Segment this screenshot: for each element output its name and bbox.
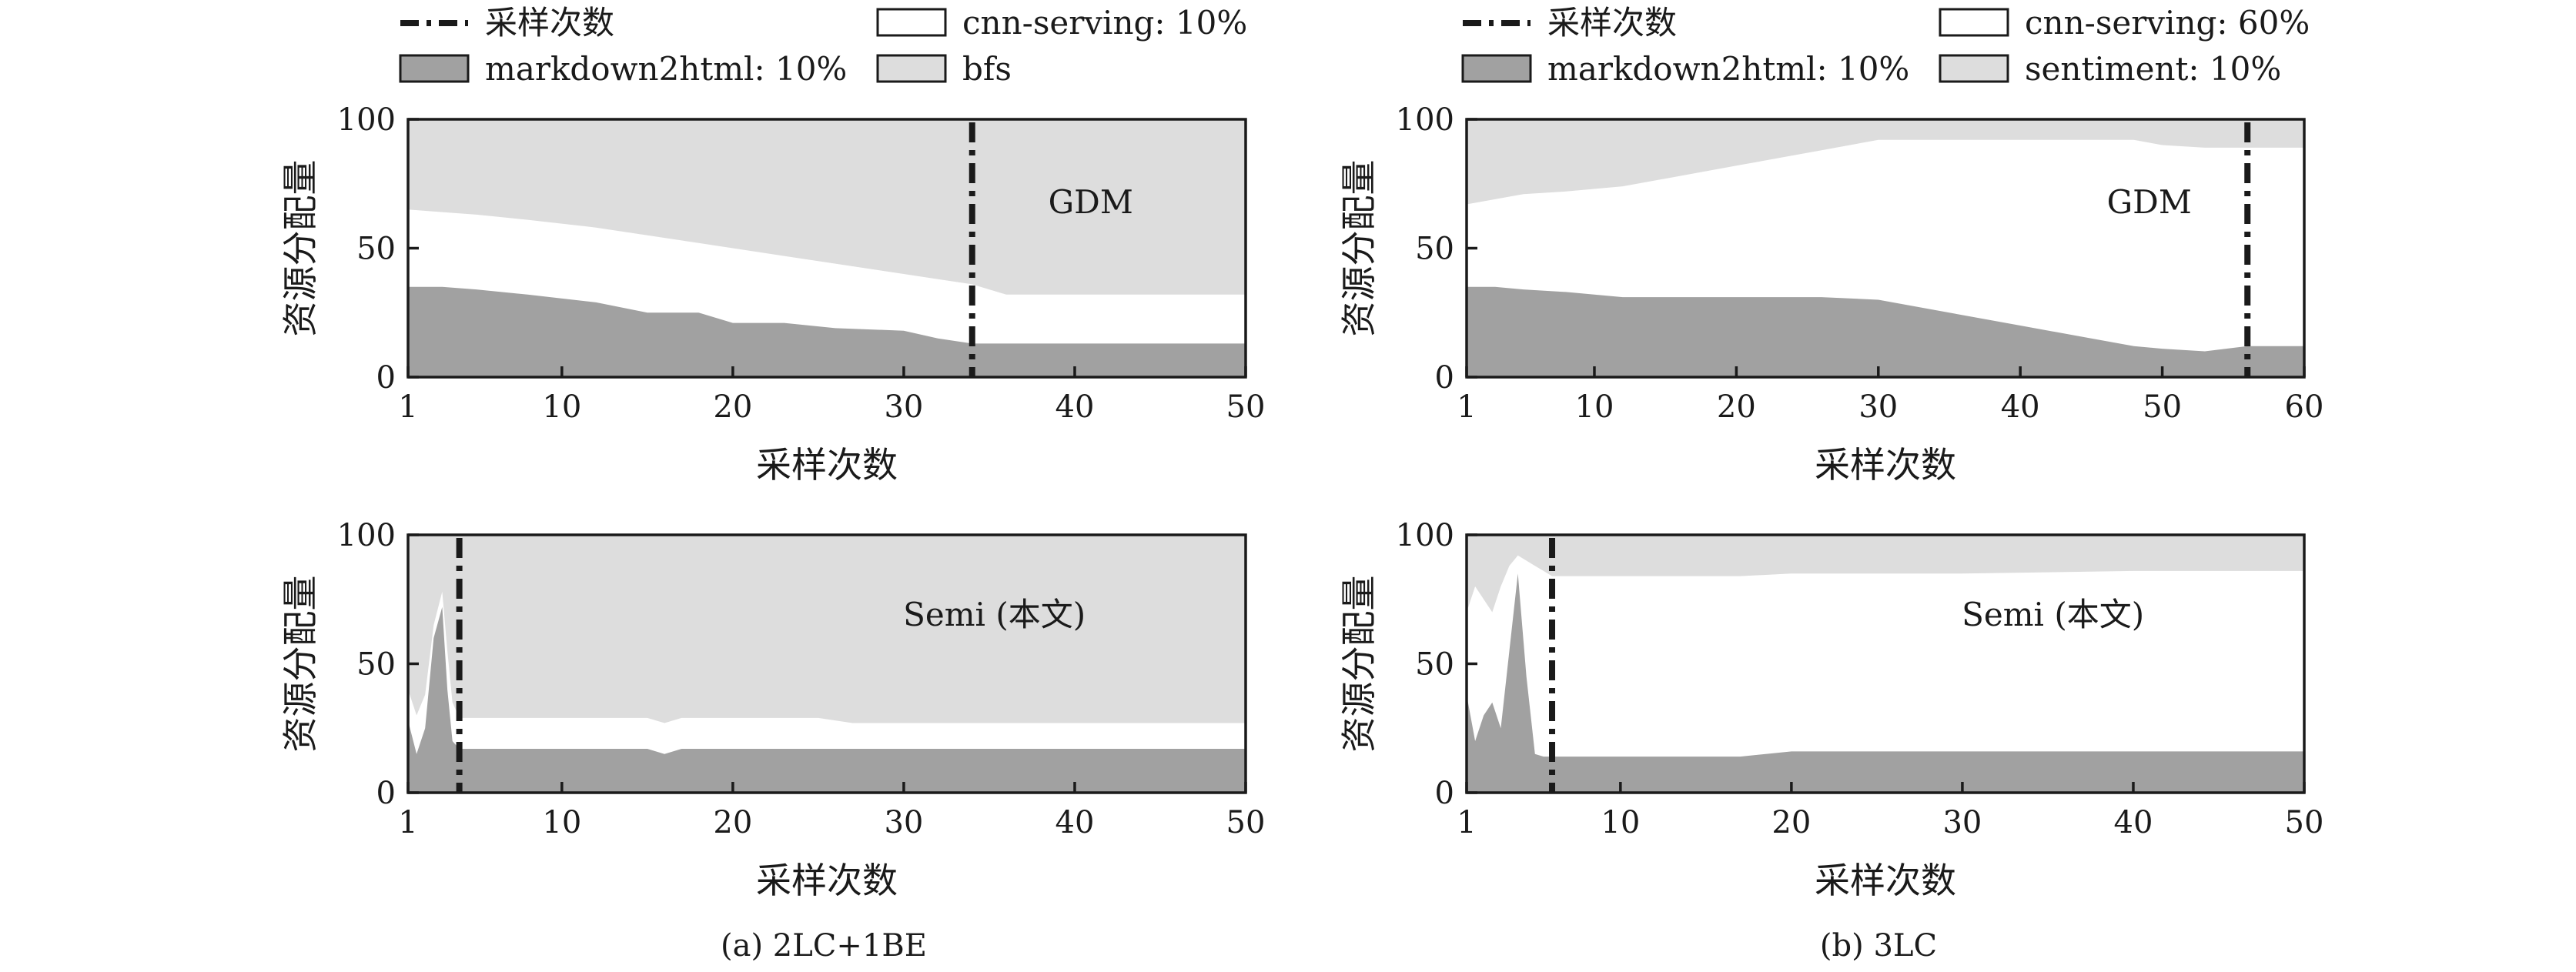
legend-sampling-text: 采样次数 <box>485 4 614 42</box>
plot-area <box>1467 119 2304 377</box>
x-tick-label: 50 <box>1226 805 1266 840</box>
x-tick-label: 50 <box>2285 805 2324 840</box>
y-tick-label: 0 <box>376 360 396 396</box>
legend-cnn-swatch <box>876 8 947 37</box>
x-tick-label: 40 <box>1055 389 1095 425</box>
method-annotation: GDM <box>1049 183 1133 221</box>
y-tick-label: 100 <box>1396 102 1454 138</box>
x-tick-label: 30 <box>1858 389 1898 425</box>
x-tick-label: 60 <box>2285 389 2324 425</box>
chart-a_semi: 1 10 20 30 40 50 0 50 100 采样次数 资源分配量 Semi (本文) <box>279 518 1265 901</box>
x-tick-label: 20 <box>1771 805 1811 840</box>
legend-third-swatch <box>1939 54 2009 83</box>
plot-area <box>408 535 1246 793</box>
y-axis-label: 资源分配量 <box>279 160 321 337</box>
x-tick-label: 20 <box>713 389 752 425</box>
legend-panel-a: 采样次数 markdown2html: 10% cnn-serving: 10%… <box>399 4 1247 88</box>
legend-md-swatch <box>399 54 470 83</box>
area-md <box>1467 286 2304 377</box>
legend-cnn-text: cnn-serving: 60% <box>2025 4 2310 42</box>
legend-cnn-text: cnn-serving: 10% <box>962 4 1247 42</box>
legend-sampling-text: 采样次数 <box>1547 4 1677 42</box>
x-axis-label: 采样次数 <box>756 444 898 486</box>
area-md <box>408 286 1246 377</box>
method-annotation: GDM <box>2107 183 2192 221</box>
legend-third-text: sentiment: 10% <box>2025 50 2281 88</box>
legend-md-text: markdown2html: 10% <box>1547 50 1909 88</box>
x-tick-label: 30 <box>1942 805 1982 840</box>
chart-a_gdm: 1 10 20 30 40 50 0 50 100 采样次数 资源分配量 GDM <box>279 102 1265 486</box>
x-tick-label: 1 <box>398 389 417 425</box>
y-tick-label: 50 <box>356 232 396 267</box>
legend-md-text: markdown2html: 10% <box>485 50 847 88</box>
x-tick-label: 1 <box>1457 805 1476 840</box>
legend-md-swatch <box>1461 54 1532 83</box>
x-tick-label: 40 <box>2114 805 2153 840</box>
method-annotation: Semi (本文) <box>1962 596 2144 633</box>
y-tick-label: 50 <box>1415 647 1454 683</box>
y-tick-label: 0 <box>1435 776 1454 811</box>
x-tick-label: 20 <box>713 805 752 840</box>
x-tick-label: 10 <box>542 805 581 840</box>
y-axis-label: 资源分配量 <box>279 576 321 753</box>
x-axis-label: 采样次数 <box>1815 860 1956 901</box>
x-tick-label: 1 <box>398 805 417 840</box>
x-tick-label: 40 <box>1055 805 1095 840</box>
x-tick-label: 30 <box>884 805 923 840</box>
x-tick-label: 50 <box>1226 389 1266 425</box>
y-tick-label: 50 <box>356 647 396 683</box>
y-axis-label: 资源分配量 <box>1338 160 1380 337</box>
caption-panel-b: (b) 3LC <box>1820 928 1937 964</box>
chart-b_gdm: 1 10 20 30 40 50 60 0 50 100 采样次数 资源分配量 GDM <box>1338 102 2323 486</box>
legend-third-text: bfs <box>962 50 1012 88</box>
legend-panel-b: 采样次数 markdown2html: 10% cnn-serving: 60%… <box>1461 4 2310 88</box>
area-cnn <box>408 591 1246 793</box>
area-md <box>408 606 1246 793</box>
y-tick-label: 100 <box>337 518 396 553</box>
x-axis-label: 采样次数 <box>756 860 898 901</box>
y-axis-label: 资源分配量 <box>1338 576 1380 753</box>
x-tick-label: 10 <box>542 389 581 425</box>
chart-b_semi: 1 10 20 30 40 50 0 50 100 采样次数 资源分配量 Semi (本文) <box>1338 518 2323 901</box>
legend-third-swatch <box>876 54 947 83</box>
x-tick-label: 10 <box>1575 389 1614 425</box>
plot-area <box>1467 535 2304 793</box>
area-cnn <box>1467 555 2304 793</box>
legend-cnn-swatch <box>1939 8 2009 37</box>
y-tick-label: 0 <box>1435 360 1454 396</box>
method-annotation: Semi (本文) <box>903 596 1086 633</box>
x-tick-label: 50 <box>2143 389 2182 425</box>
y-tick-label: 50 <box>1415 232 1454 267</box>
y-tick-label: 100 <box>337 102 396 138</box>
x-tick-label: 40 <box>2001 389 2040 425</box>
x-tick-label: 20 <box>1717 389 1756 425</box>
x-tick-label: 30 <box>884 389 923 425</box>
y-tick-label: 0 <box>376 776 396 811</box>
y-tick-label: 100 <box>1396 518 1454 553</box>
plot-area <box>408 119 1246 377</box>
x-tick-label: 1 <box>1457 389 1476 425</box>
x-tick-label: 10 <box>1601 805 1640 840</box>
x-axis-label: 采样次数 <box>1815 444 1956 486</box>
caption-panel-a: (a) 2LC+1BE <box>721 928 927 964</box>
